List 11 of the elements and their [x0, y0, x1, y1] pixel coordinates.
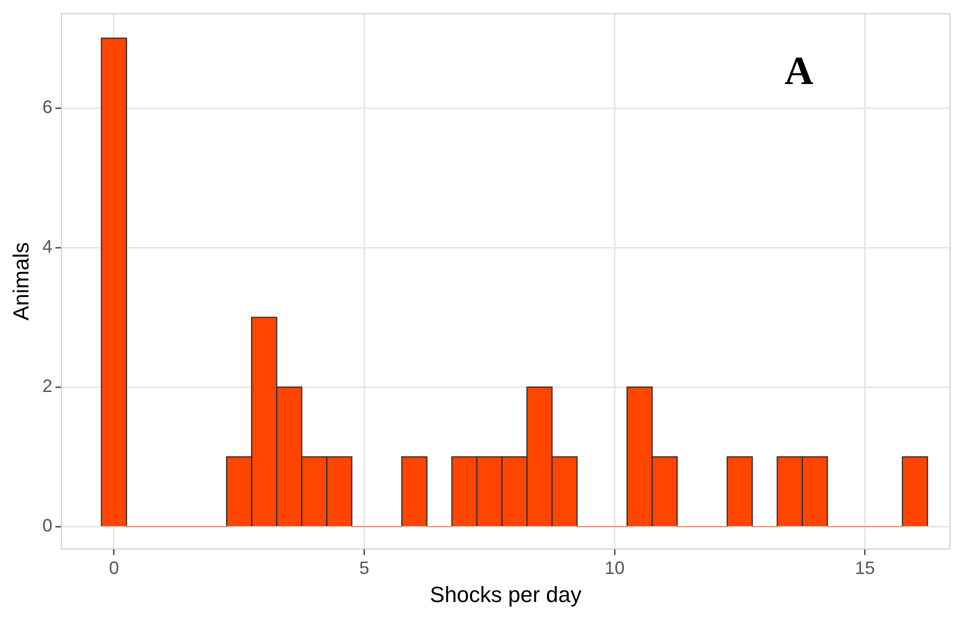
x-tick-label: 10: [604, 558, 625, 578]
x-tick-label: 0: [108, 558, 119, 578]
annotation: A: [784, 48, 814, 94]
y-tick-label: 2: [42, 376, 52, 396]
x-tick-label: 15: [854, 558, 875, 578]
y-tick-label: 0: [42, 516, 52, 536]
y-tick-label: 6: [42, 96, 52, 117]
y-axis-title: Animals: [8, 242, 34, 321]
x-axis-title: Shocks per day: [430, 582, 582, 607]
x-tick-label: 5: [359, 558, 370, 578]
y-tick-label: 4: [42, 236, 52, 257]
